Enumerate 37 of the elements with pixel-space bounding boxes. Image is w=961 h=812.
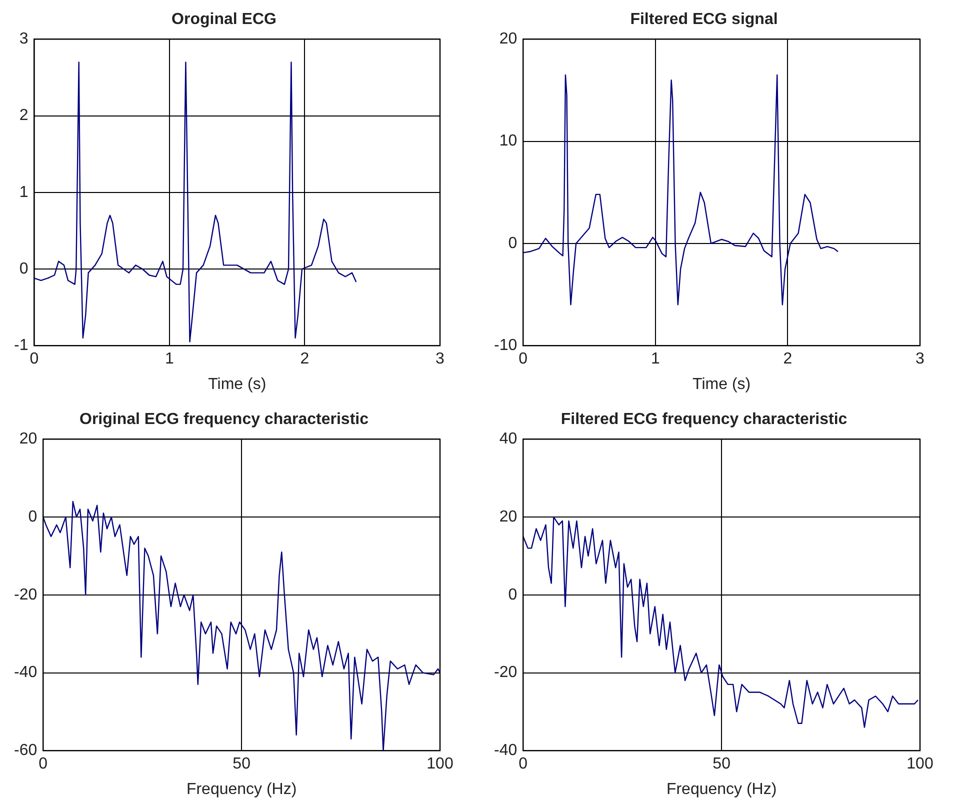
y-tick-label: -20 <box>14 586 38 604</box>
y-tick-label: 1 <box>19 184 28 201</box>
y-tick-label: -40 <box>14 664 38 682</box>
y-tick-label: -1 <box>14 337 28 354</box>
x-tick-label: 2 <box>300 350 310 368</box>
chart-title: Original ECG frequency characteristic <box>80 411 369 428</box>
y-tick-label: -40 <box>494 742 518 760</box>
x-axis-title: Frequency (Hz) <box>186 780 297 798</box>
y-tick-label: 0 <box>508 586 518 604</box>
x-tick-label: 3 <box>436 350 445 368</box>
y-tick-label: 20 <box>499 30 518 48</box>
y-tick-label: 2 <box>19 107 28 124</box>
y-tick-label: -10 <box>494 337 518 354</box>
y-tick-label: -60 <box>14 742 38 760</box>
y-tick-label: 0 <box>28 508 38 526</box>
x-axis-title: Time (s) <box>208 376 266 393</box>
x-tick-label: 50 <box>232 756 251 773</box>
x-tick-label: 100 <box>906 756 934 773</box>
y-tick-label: 40 <box>499 430 518 448</box>
y-tick-label: 20 <box>19 430 38 448</box>
x-tick-label: 2 <box>783 350 792 368</box>
y-tick-label: 0 <box>19 260 28 278</box>
chart-title: Filtered ECG signal <box>630 11 778 28</box>
x-tick-label: 50 <box>712 756 731 773</box>
y-tick-label: 3 <box>19 30 28 48</box>
chart-title: Filtered ECG frequency characteristic <box>560 411 848 428</box>
y-tick-label: 0 <box>508 234 518 252</box>
x-tick-label: 1 <box>650 350 660 368</box>
x-tick-label: 3 <box>916 350 925 368</box>
x-axis-title: Frequency (Hz) <box>666 780 777 798</box>
x-axis-title: Time (s) <box>692 376 751 393</box>
y-tick-label: -20 <box>494 664 518 682</box>
y-tick-label: 20 <box>499 508 518 526</box>
x-tick-label: 1 <box>165 350 174 368</box>
chart-title: Oroginal ECG <box>172 11 276 28</box>
x-tick-label: 100 <box>426 756 454 773</box>
y-tick-label: 10 <box>499 132 518 150</box>
